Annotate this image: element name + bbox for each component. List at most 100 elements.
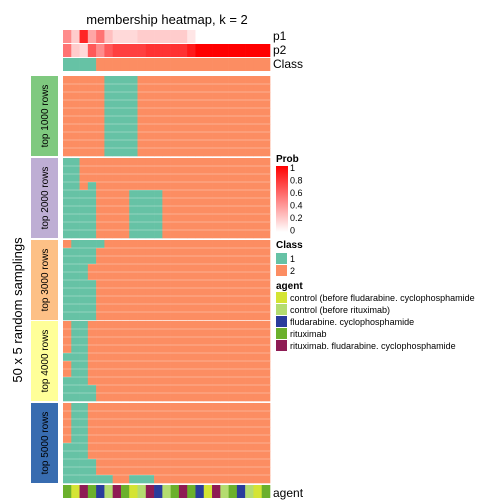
heatmap-cell: [137, 296, 147, 305]
heatmap-cell: [170, 353, 180, 362]
heatmap-cell: [220, 248, 229, 257]
heatmap-cell: [162, 182, 171, 191]
heatmap-cell: [203, 84, 213, 93]
agent-cell: [162, 485, 171, 498]
heatmap-cell: [145, 403, 155, 412]
heatmap-cell: [212, 353, 221, 362]
annotation-p2-cell: [79, 44, 89, 57]
heatmap-cell: [79, 100, 89, 109]
heatmap-cell: [170, 256, 180, 265]
heatmap-cell: [63, 84, 72, 93]
heatmap-cell: [145, 353, 155, 362]
heatmap-cell: [112, 369, 122, 378]
heatmap-cell: [261, 459, 271, 468]
heatmap-cell: [104, 148, 113, 157]
heatmap-cell: [220, 304, 229, 313]
agent-legend-title: agent: [276, 281, 303, 292]
heatmap-cell: [63, 312, 72, 321]
heatmap-cell: [228, 443, 238, 452]
annotation-p1-cell: [87, 30, 97, 43]
heatmap-cell: [203, 419, 213, 428]
heatmap-cell: [154, 451, 163, 460]
heatmap-cell: [253, 443, 263, 452]
heatmap-cell: [236, 451, 246, 460]
heatmap-cell: [178, 345, 188, 354]
heatmap-cell: [187, 206, 196, 215]
heatmap-cell: [145, 475, 155, 484]
heatmap-cell: [137, 158, 147, 167]
agent-cell: [71, 485, 80, 498]
heatmap-cell: [170, 419, 180, 428]
heatmap-cell: [71, 84, 80, 93]
heatmap-cell: [228, 132, 238, 141]
heatmap-cell: [96, 467, 105, 476]
heatmap-cell: [96, 182, 105, 191]
heatmap-cell: [162, 329, 171, 338]
annotation-p1-cell: [170, 30, 180, 43]
heatmap-cell: [154, 459, 163, 468]
heatmap-cell: [145, 435, 155, 444]
heatmap-cell: [87, 419, 97, 428]
heatmap-cell: [63, 264, 72, 273]
heatmap-cell: [212, 329, 221, 338]
heatmap-cell: [236, 140, 246, 149]
heatmap-cell: [170, 361, 180, 370]
heatmap-cell: [261, 198, 271, 207]
heatmap-cell: [220, 264, 229, 273]
heatmap-cell: [261, 108, 271, 117]
heatmap-cell: [154, 264, 163, 273]
heatmap-cell: [253, 76, 263, 85]
heatmap-cell: [120, 393, 130, 402]
heatmap-cell: [96, 166, 105, 175]
heatmap-cell: [228, 214, 238, 223]
heatmap-cell: [236, 214, 246, 223]
prob-tick-label: 0: [290, 226, 295, 236]
heatmap-cell: [129, 288, 138, 297]
row-group-strip: [31, 321, 58, 401]
heatmap-cell: [79, 459, 89, 468]
heatmap-cell: [228, 158, 238, 167]
heatmap-cell: [220, 84, 229, 93]
agent-cell: [120, 485, 130, 498]
heatmap-cell: [137, 92, 147, 101]
heatmap-cell: [195, 92, 205, 101]
heatmap-cell: [137, 132, 147, 141]
heatmap-cell: [245, 92, 254, 101]
heatmap-cell: [170, 92, 180, 101]
heatmap-cell: [96, 304, 105, 313]
heatmap-cell: [71, 369, 80, 378]
heatmap-cell: [129, 321, 138, 330]
heatmap-cell: [129, 174, 138, 183]
heatmap-cell: [170, 427, 180, 436]
heatmap-cell: [261, 182, 271, 191]
heatmap-cell: [71, 76, 80, 85]
heatmap-cell: [187, 240, 196, 249]
heatmap-cell: [104, 419, 113, 428]
heatmap-cell: [253, 361, 263, 370]
heatmap-cell: [178, 467, 188, 476]
heatmap-cell: [104, 296, 113, 305]
heatmap-cell: [236, 345, 246, 354]
heatmap-cell: [245, 166, 254, 175]
heatmap-cell: [129, 385, 138, 394]
heatmap-cell: [71, 206, 80, 215]
agent-cell: [154, 485, 163, 498]
heatmap-cell: [120, 321, 130, 330]
heatmap-cell: [195, 296, 205, 305]
heatmap-cell: [145, 459, 155, 468]
heatmap-cell: [79, 174, 89, 183]
heatmap-cell: [154, 321, 163, 330]
heatmap-cell: [129, 435, 138, 444]
heatmap-cell: [203, 353, 213, 362]
heatmap-cell: [145, 264, 155, 273]
heatmap-cell: [220, 411, 229, 420]
heatmap-cell: [137, 361, 147, 370]
heatmap-cell: [145, 312, 155, 321]
heatmap-cell: [220, 92, 229, 101]
heatmap-cell: [154, 435, 163, 444]
heatmap-cell: [79, 182, 89, 191]
heatmap-cell: [228, 230, 238, 239]
agent-cell: [203, 485, 213, 498]
class-legend-title: Class: [276, 240, 303, 251]
